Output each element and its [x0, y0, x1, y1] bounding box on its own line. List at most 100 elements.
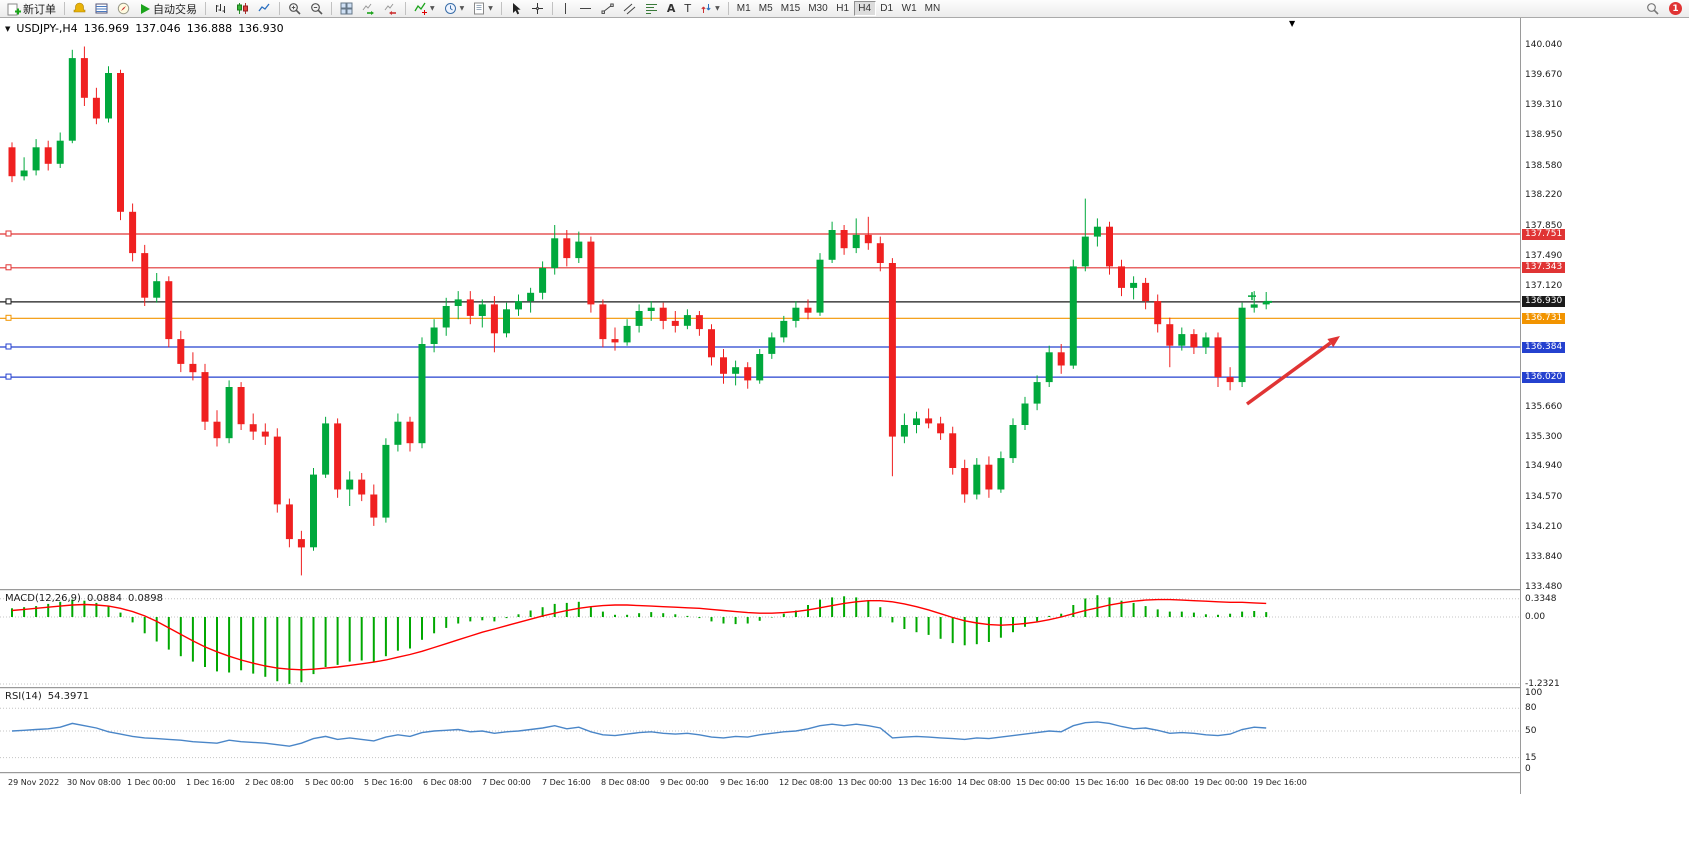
- timeframe-button-M30[interactable]: M30: [804, 1, 831, 16]
- compass-icon: [117, 2, 130, 15]
- time-axis-label: 7 Dec 00:00: [482, 778, 531, 787]
- symbol-dropdown-icon[interactable]: ▼: [5, 24, 11, 33]
- toolbar-separator: [279, 2, 280, 15]
- chart-shift-button[interactable]: [380, 1, 401, 17]
- notification-badge[interactable]: 1: [1669, 2, 1682, 15]
- time-axis-label: 8 Dec 08:00: [601, 778, 650, 787]
- price-tag: 136.020: [1522, 372, 1565, 383]
- timeframe-button-D1[interactable]: D1: [876, 1, 898, 16]
- price-axis[interactable]: 140.040 139.670 139.310 138.950 138.580 138.2…: [1520, 18, 1566, 794]
- new-order-label: 新订单: [23, 2, 56, 16]
- rsi-pane[interactable]: RSI(14) 54.3971: [0, 689, 1520, 772]
- timeframe-button-MN[interactable]: MN: [921, 1, 945, 16]
- macd-title: MACD(12,26,9): [5, 593, 81, 604]
- crosshair-button[interactable]: [527, 1, 548, 17]
- pane-splitter[interactable]: [0, 589, 1566, 591]
- toolbar: 新订单 自动交易 ▼ ▼: [0, 0, 1689, 18]
- price-axis-label: 138.220: [1525, 190, 1563, 200]
- macd-axis-label: 0.00: [1525, 612, 1546, 622]
- tile-windows-button[interactable]: [336, 1, 357, 17]
- timeframe-button-H4[interactable]: H4: [853, 1, 876, 16]
- navigator-button[interactable]: [113, 1, 134, 17]
- price-axis-label: 137.850: [1525, 221, 1563, 231]
- channel-button[interactable]: [619, 1, 640, 17]
- tile-windows-icon: [340, 2, 353, 15]
- rsi-plot[interactable]: [0, 689, 1520, 772]
- text-button[interactable]: A: [663, 1, 680, 17]
- price-axis-label: 139.310: [1525, 100, 1563, 110]
- zoom-in-button[interactable]: [284, 1, 305, 17]
- rsi-axis-label: 0: [1525, 764, 1531, 774]
- rsi-axis-label: 80: [1525, 703, 1537, 713]
- time-axis-label: 15 Dec 00:00: [1016, 778, 1070, 787]
- arrows-button[interactable]: ▼: [696, 1, 724, 17]
- vertical-line-button[interactable]: [557, 1, 574, 17]
- candlestick-plot[interactable]: [0, 18, 1520, 589]
- price-axis-label: 137.120: [1525, 281, 1563, 291]
- price-tag: 136.384: [1522, 342, 1565, 353]
- price-axis-label: 137.490: [1525, 251, 1563, 261]
- time-axis-label: 13 Dec 16:00: [898, 778, 952, 787]
- horizontal-line-icon: [579, 8, 591, 9]
- alerts-button[interactable]: [69, 1, 90, 17]
- chart-symbol-period: USDJPY-,H4: [16, 22, 78, 35]
- candlestick-chart-button[interactable]: [232, 1, 253, 17]
- candlestick-chart-icon: [237, 3, 248, 14]
- rsi-axis-label: 100: [1525, 688, 1543, 698]
- label-icon: T: [684, 2, 692, 15]
- toolbar-right-group: 1: [1642, 1, 1686, 17]
- price-axis-label: 138.950: [1525, 130, 1563, 140]
- search-button[interactable]: [1642, 1, 1663, 17]
- horizontal-line-button[interactable]: [575, 1, 596, 17]
- search-icon: [1647, 3, 1659, 15]
- chart-shift-marker-icon[interactable]: ▼: [1289, 19, 1296, 28]
- time-axis[interactable]: 29 Nov 2022 30 Nov 08:00 1 Dec 00:00 1 Dec …: [0, 774, 1566, 794]
- price-tag: 136.731: [1522, 313, 1565, 324]
- rsi-axis-label: 15: [1525, 753, 1537, 763]
- ohlc-open: 136.969: [83, 22, 130, 35]
- timeframe-button-M1[interactable]: M1: [733, 1, 755, 16]
- new-order-button[interactable]: 新订单: [3, 1, 60, 17]
- pane-splitter[interactable]: [0, 772, 1566, 774]
- templates-button[interactable]: ▼: [469, 1, 497, 17]
- pane-splitter[interactable]: [0, 687, 1566, 689]
- bar-chart-button[interactable]: [210, 1, 231, 17]
- periods-button[interactable]: ▼: [440, 1, 469, 17]
- new-order-icon: [7, 3, 21, 15]
- trendline-button[interactable]: [597, 1, 618, 17]
- timeframe-button-M5[interactable]: M5: [755, 1, 777, 16]
- price-tag: 136.930: [1522, 296, 1565, 307]
- macd-pane[interactable]: MACD(12,26,9) 0.0884 0.0898: [0, 591, 1520, 687]
- price-axis-label: 140.040: [1525, 40, 1563, 50]
- autotrading-button[interactable]: 自动交易: [135, 1, 201, 17]
- data-window-button[interactable]: [91, 1, 112, 17]
- zoom-out-button[interactable]: [306, 1, 327, 17]
- timeframe-button-H1[interactable]: H1: [832, 1, 854, 16]
- time-axis-label: 6 Dec 08:00: [423, 778, 472, 787]
- fibonacci-button[interactable]: [641, 1, 662, 17]
- time-axis-label: 14 Dec 08:00: [957, 778, 1011, 787]
- cursor-icon: [512, 3, 521, 15]
- ohlc-low: 136.888: [186, 22, 233, 35]
- chart-window: ▼ USDJPY-,H4 136.969 137.046 136.888 136…: [0, 18, 1566, 794]
- toolbar-separator: [551, 2, 553, 15]
- time-axis-label: 1 Dec 16:00: [186, 778, 235, 787]
- timeframe-button-M15[interactable]: M15: [777, 1, 804, 16]
- auto-scroll-button[interactable]: [358, 1, 379, 17]
- time-axis-label: 9 Dec 00:00: [660, 778, 709, 787]
- timeframe-button-W1[interactable]: W1: [898, 1, 921, 16]
- label-button[interactable]: T: [680, 1, 695, 17]
- price-axis-label: 135.660: [1525, 402, 1563, 412]
- channel-icon: [623, 3, 636, 15]
- macd-value-signal: 0.0898: [127, 593, 163, 604]
- line-chart-button[interactable]: [254, 1, 275, 17]
- chart-shift-icon: [384, 3, 396, 15]
- time-axis-label: 1 Dec 00:00: [127, 778, 176, 787]
- time-axis-label: 16 Dec 08:00: [1135, 778, 1189, 787]
- cursor-button[interactable]: [506, 1, 526, 17]
- main-chart-pane[interactable]: ▼ USDJPY-,H4 136.969 137.046 136.888 136…: [0, 18, 1520, 589]
- macd-axis-label: 0.3348: [1525, 594, 1557, 604]
- indicators-button[interactable]: ▼: [410, 1, 439, 17]
- trendline-icon: [601, 3, 614, 14]
- macd-plot[interactable]: [0, 591, 1520, 687]
